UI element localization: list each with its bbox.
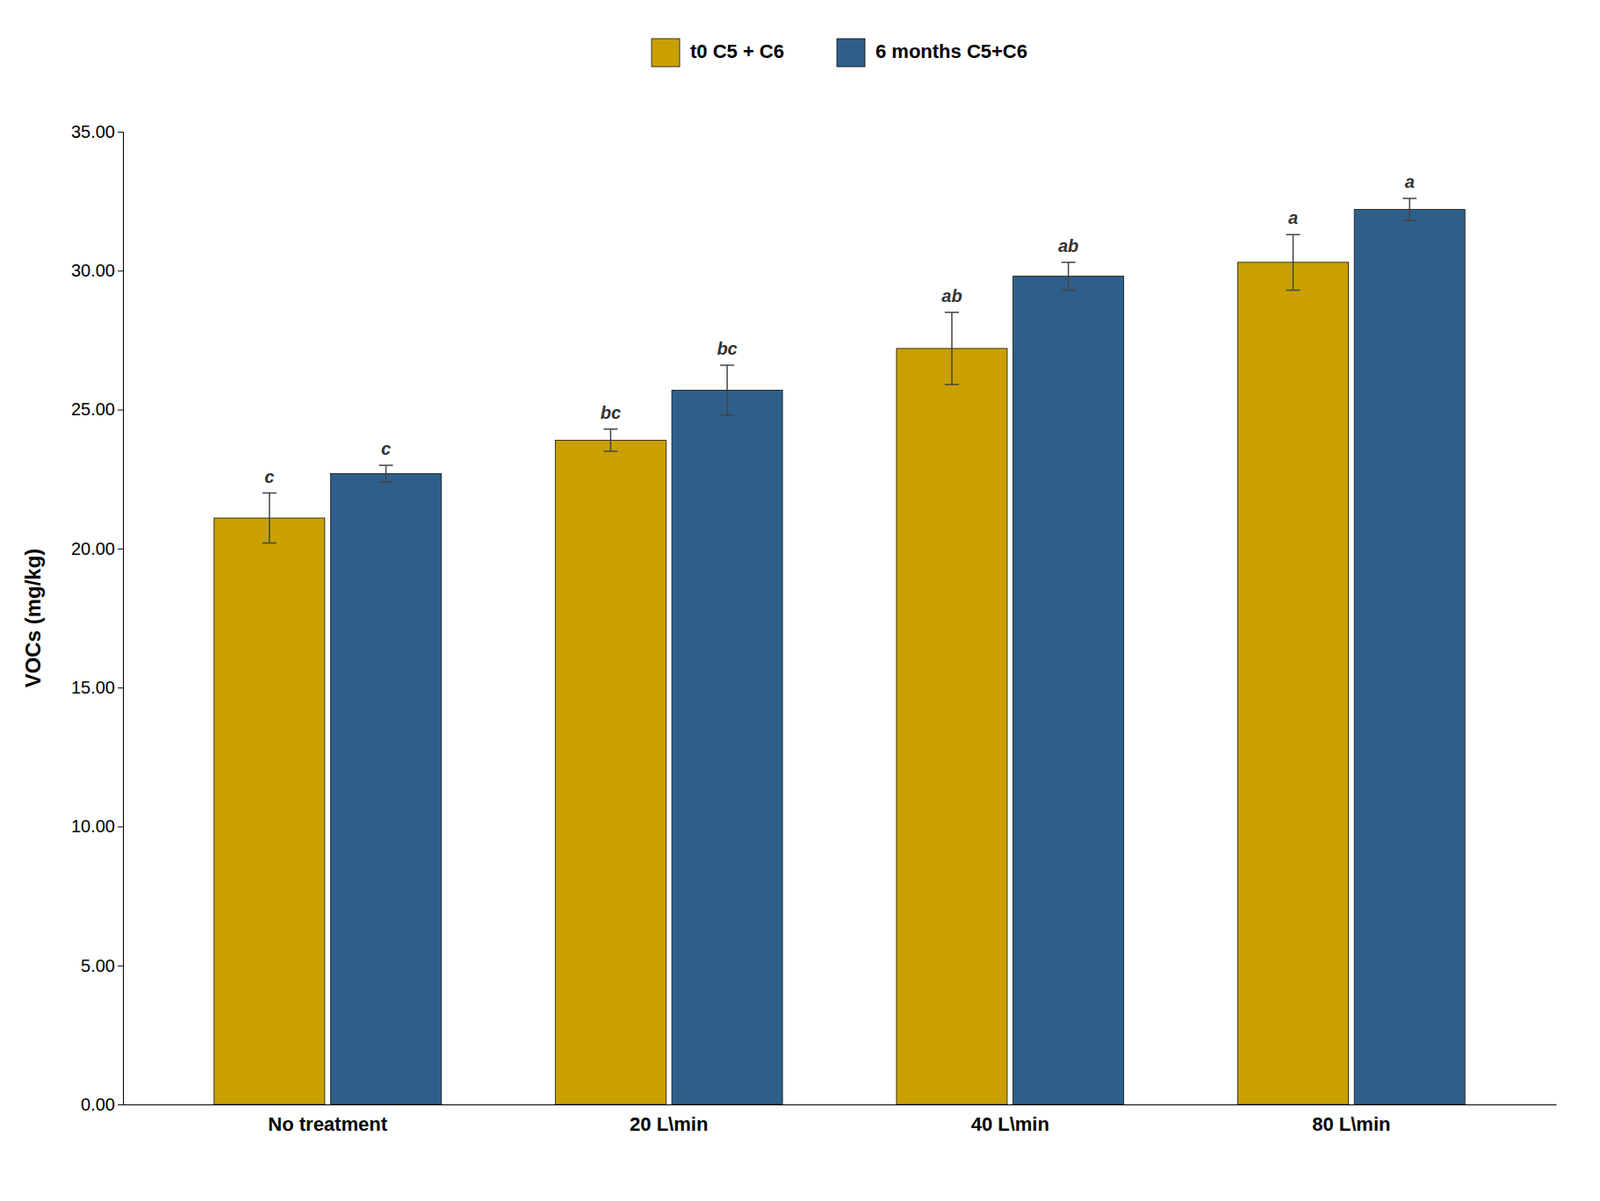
- annotation: a: [1288, 208, 1298, 228]
- annotations: c bc ab a c bc ab a: [264, 172, 1415, 487]
- annotation: a: [1405, 172, 1415, 192]
- legend: t0 C5 + C6 6 months C5+C6: [651, 38, 1028, 67]
- x-tick-label: 40 L\min: [971, 1113, 1050, 1136]
- y-tick-mark: [117, 826, 123, 828]
- bar: [330, 473, 441, 1105]
- y-tick-label: 5.00: [80, 956, 116, 976]
- plot: 0.00 5.00 10.00 15.00 20.00 25.00 30.00 35.00 No…: [71, 122, 1557, 1136]
- series: [214, 234, 1349, 1105]
- error-bar: [1286, 234, 1301, 290]
- y-tick: 25.00: [71, 399, 123, 419]
- bar: [1013, 276, 1125, 1105]
- y-tick-mark: [117, 965, 123, 967]
- error-bar: [1402, 198, 1417, 221]
- y-tick-label: 0.00: [80, 1095, 116, 1115]
- y-tick-label: 10.00: [71, 816, 116, 837]
- series: [330, 198, 1465, 1105]
- y-tick-mark: [117, 1104, 123, 1106]
- legend-item: t0 C5 + C6: [651, 38, 785, 67]
- annotation: ab: [941, 286, 962, 306]
- y-tick: 5.00: [80, 956, 123, 976]
- error-bar: [1061, 262, 1076, 291]
- x-tick: 80 L\min: [1311, 1113, 1391, 1136]
- x-axis-line: [123, 1104, 1557, 1106]
- legend-label: 6 months C5+C6: [875, 40, 1028, 63]
- chart: 0.00 5.00 10.00 15.00 20.00 25.00 30.00 35.00 No…: [0, 0, 1600, 1201]
- x-tick-label: No treatment: [267, 1113, 388, 1136]
- annotation: c: [381, 439, 391, 459]
- error-bar: [603, 429, 618, 452]
- bar: [671, 389, 783, 1105]
- y-tick-label: 15.00: [71, 677, 116, 698]
- y-tick-mark: [117, 410, 123, 411]
- marks: [214, 198, 1465, 1105]
- y-axis: 0.00 5.00 10.00 15.00 20.00 25.00 30.00 35.00: [71, 122, 124, 1115]
- bar: [1237, 262, 1348, 1105]
- y-axis-title: VOCs (mg/kg): [21, 548, 45, 689]
- y-tick: 35.00: [71, 122, 123, 142]
- y-tick: 10.00: [71, 816, 123, 837]
- y-tick-mark: [117, 548, 123, 550]
- y-tick: 20.00: [71, 539, 123, 559]
- bar: [554, 439, 666, 1105]
- y-tick-mark: [117, 687, 123, 689]
- x-axis: No treatment 20 L\min 40 L\min 80 L\min: [123, 1105, 1557, 1136]
- x-tick: 20 L\min: [629, 1113, 708, 1136]
- error-bar: [720, 365, 735, 416]
- error-bar: [378, 465, 393, 483]
- legend-swatch: [836, 38, 865, 67]
- annotation: ab: [1058, 236, 1079, 256]
- x-tick: No treatment: [267, 1113, 388, 1136]
- y-tick-mark: [117, 270, 123, 272]
- legend-item: 6 months C5+C6: [836, 38, 1028, 67]
- y-tick-label: 35.00: [71, 122, 116, 142]
- x-tick-label: 20 L\min: [629, 1113, 708, 1136]
- y-tick: 30.00: [71, 260, 123, 281]
- y-tick: 15.00: [71, 677, 123, 698]
- legend-label: t0 C5 + C6: [690, 40, 785, 63]
- legend-swatch: [651, 38, 680, 67]
- y-tick-label: 30.00: [71, 260, 116, 281]
- annotation: bc: [600, 403, 621, 423]
- y-tick-label: 25.00: [71, 399, 116, 419]
- annotation: bc: [716, 338, 737, 359]
- y-axis-line: [117, 132, 124, 1106]
- x-tick: 40 L\min: [971, 1113, 1050, 1136]
- annotation: c: [264, 467, 274, 487]
- error-bar: [262, 493, 277, 544]
- bar: [1354, 209, 1465, 1105]
- bar: [214, 518, 325, 1105]
- bar: [896, 348, 1008, 1105]
- y-tick-label: 20.00: [71, 539, 116, 559]
- error-bar: [944, 312, 959, 385]
- x-tick-label: 80 L\min: [1311, 1113, 1391, 1136]
- y-tick-mark: [117, 131, 123, 133]
- y-tick: 0.00: [80, 1095, 123, 1115]
